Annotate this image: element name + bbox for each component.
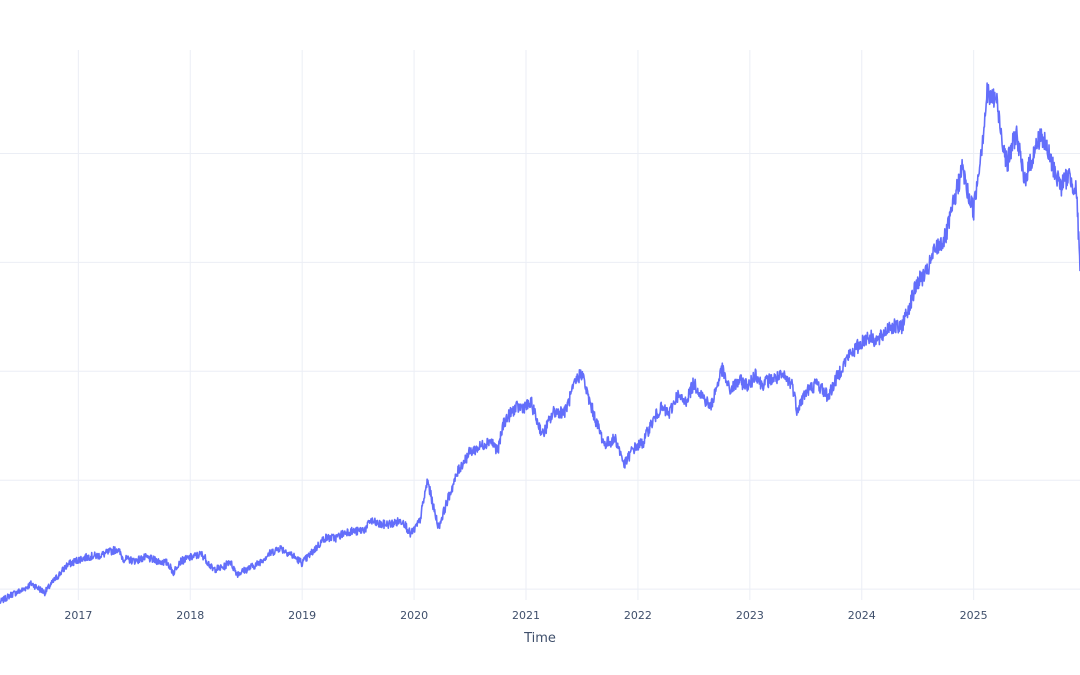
x-tick-label-2018: 2018 bbox=[176, 609, 204, 622]
x-axis-title: Time bbox=[523, 631, 556, 646]
x-tick-label-2023: 2023 bbox=[736, 609, 764, 622]
x-tick-label-2020: 2020 bbox=[400, 609, 428, 622]
x-tick-label-2024: 2024 bbox=[848, 609, 876, 622]
x-tick-label-2022: 2022 bbox=[624, 609, 652, 622]
x-tick-label-2021: 2021 bbox=[512, 609, 540, 622]
x-tick-label-2025: 2025 bbox=[960, 609, 988, 622]
x-tick-label-2019: 2019 bbox=[288, 609, 316, 622]
series-layer bbox=[0, 82, 1080, 604]
series-line-0 bbox=[0, 82, 1080, 604]
gridlines bbox=[0, 50, 1080, 600]
x-tick-labels: 2017 2018 2019 2020 2021 2022 2023 2024 2025 bbox=[64, 609, 987, 622]
x-tick-label-2017: 2017 bbox=[64, 609, 92, 622]
